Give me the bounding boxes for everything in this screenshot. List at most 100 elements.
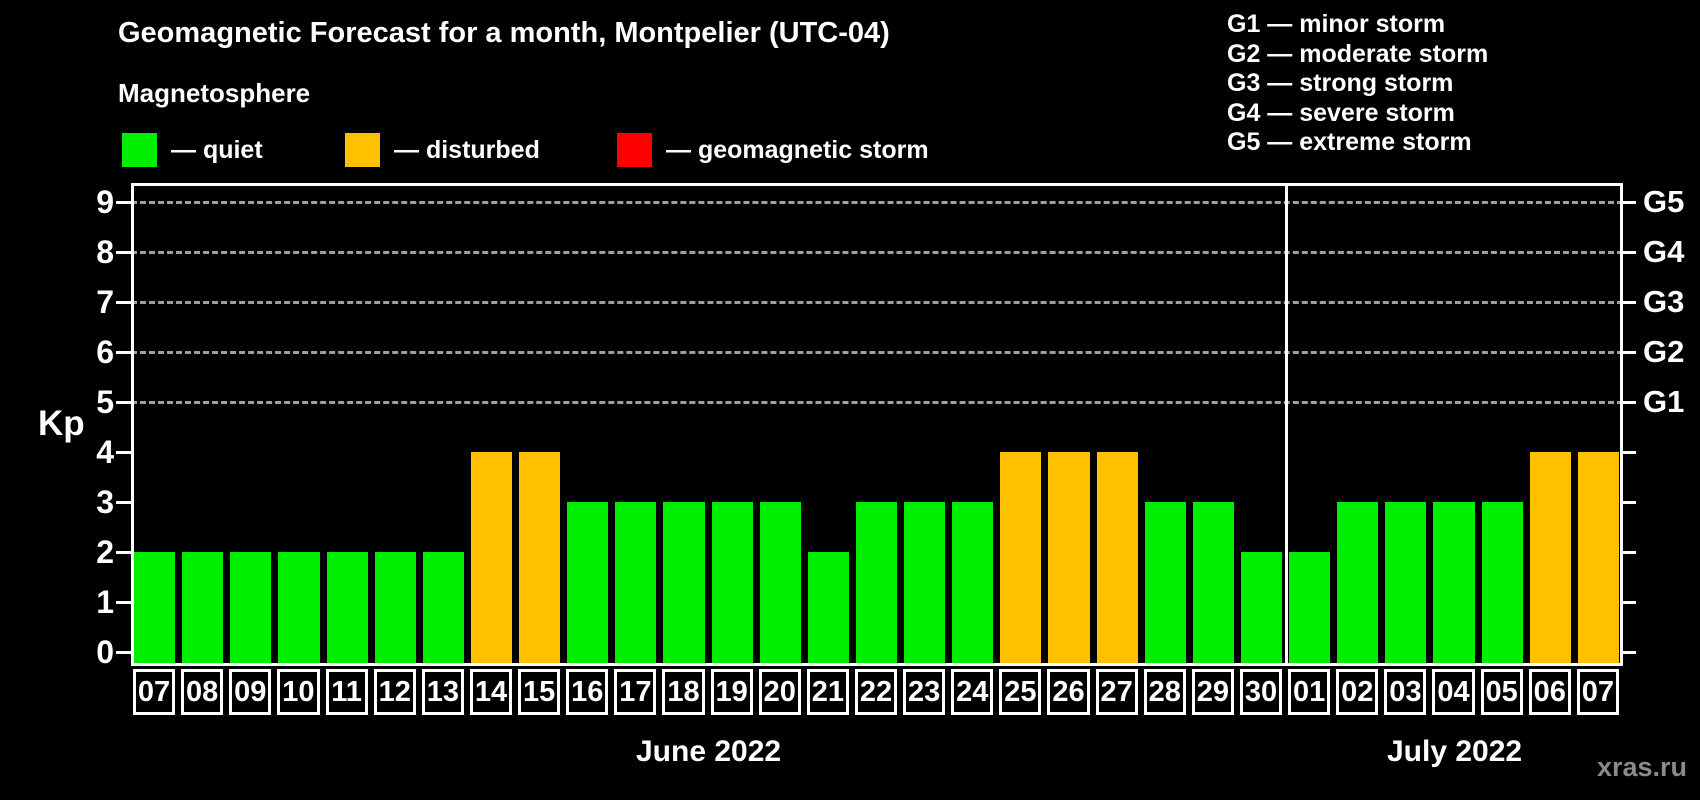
kp-bar-20	[759, 502, 801, 666]
date-box-09: 09	[229, 669, 272, 715]
date-box-20: 20	[758, 669, 801, 715]
kp-bar-30	[1240, 552, 1283, 666]
y-tick-left-6	[116, 350, 131, 354]
date-box-27: 27	[1095, 669, 1138, 715]
kp-bar-23	[904, 502, 946, 666]
legend-item-disturbed: — disturbed	[345, 133, 540, 167]
y-tick-label-3: 3	[96, 484, 114, 520]
y-tick-left-8	[116, 250, 131, 254]
date-box-26: 26	[1047, 669, 1090, 715]
date-box-21: 21	[806, 669, 849, 715]
g1-legend-line: G1 — minor storm	[1227, 10, 1446, 38]
date-box-11: 11	[325, 669, 368, 715]
legend-item-storm: — geomagnetic storm	[617, 133, 929, 167]
g-scale-legend: G1 — minor storm G2 — moderate storm G3 …	[1227, 10, 1488, 158]
g-axis-label-g3: G3	[1643, 284, 1685, 319]
month-label-june: June 2022	[636, 735, 782, 768]
kp-bar-27	[1096, 452, 1138, 666]
date-box-22: 22	[854, 669, 898, 715]
kp-bar-09	[230, 552, 272, 666]
g3-legend-line: G3 — strong storm	[1227, 69, 1454, 97]
date-box-14: 14	[469, 669, 513, 715]
kp-bar-14	[470, 452, 513, 666]
kp-bar-29	[1192, 502, 1234, 666]
kp-bar-05	[1481, 502, 1523, 666]
kp-bar-25	[1000, 452, 1042, 666]
kp-bar-21	[807, 552, 849, 666]
storm-color-swatch	[617, 133, 652, 167]
month-separator	[1284, 183, 1288, 666]
y-tick-label-5: 5	[96, 384, 114, 420]
kp-bar-01	[1289, 552, 1331, 666]
gridline-kp8	[131, 250, 1623, 254]
kp-bar-06	[1529, 452, 1571, 666]
kp-bar-11	[326, 552, 368, 666]
gridline-kp9	[131, 200, 1623, 204]
date-box-02: 02	[1336, 669, 1379, 715]
y-tick-right-8	[1621, 250, 1636, 254]
y-tick-left-5	[116, 400, 131, 404]
kp-bar-26	[1048, 452, 1090, 666]
month-label-july: July 2022	[1386, 735, 1523, 768]
y-tick-label-4: 4	[96, 434, 114, 470]
kp-bar-18	[663, 502, 705, 666]
date-box-19: 19	[710, 669, 753, 715]
kp-bar-17	[615, 502, 657, 666]
legend-label-quiet: — quiet	[171, 135, 263, 164]
date-box-07: 07	[133, 669, 176, 715]
y-tick-left-2	[116, 550, 131, 554]
y-tick-label-7: 7	[96, 284, 114, 320]
gridline-kp7	[131, 300, 1623, 304]
date-box-01: 01	[1288, 669, 1331, 715]
date-box-28: 28	[1143, 669, 1186, 715]
y-tick-left-7	[116, 300, 131, 304]
date-box-13: 13	[421, 669, 464, 715]
y-tick-label-2: 2	[96, 534, 114, 570]
kp-bar-28	[1144, 502, 1186, 666]
legend-label-storm: — geomagnetic storm	[666, 135, 929, 164]
y-tick-right-4	[1621, 450, 1636, 454]
g-axis-label-g1: G1	[1643, 384, 1685, 419]
date-box-24: 24	[951, 669, 994, 715]
y-tick-right-5	[1621, 400, 1636, 404]
date-box-18: 18	[662, 669, 705, 715]
kp-bar-07	[1577, 452, 1619, 666]
date-box-12: 12	[373, 669, 416, 715]
y-tick-left-4	[116, 450, 131, 454]
kp-bar-03	[1385, 502, 1427, 666]
kp-bar-02	[1337, 502, 1379, 666]
y-tick-right-6	[1621, 350, 1636, 354]
date-box-15: 15	[518, 669, 561, 715]
kp-bar-08	[182, 552, 224, 666]
y-tick-left-9	[116, 200, 131, 204]
chart-title: Geomagnetic Forecast for a month, Montpe…	[118, 17, 890, 49]
kp-bar-04	[1433, 502, 1475, 666]
date-box-03: 03	[1384, 669, 1427, 715]
date-box-04: 04	[1432, 669, 1475, 715]
y-tick-right-1	[1621, 600, 1636, 604]
kp-bar-07	[134, 552, 176, 666]
date-box-30: 30	[1239, 669, 1283, 715]
date-box-29: 29	[1191, 669, 1234, 715]
date-box-07: 07	[1576, 669, 1619, 715]
date-box-08: 08	[181, 669, 224, 715]
kp-bar-24	[952, 502, 994, 666]
date-box-06: 06	[1528, 669, 1571, 715]
y-tick-right-0	[1621, 650, 1636, 654]
kp-bar-12	[374, 552, 416, 666]
y-tick-left-0	[116, 650, 131, 654]
legend-item-quiet: — quiet	[122, 133, 263, 167]
magnetosphere-label: Magnetosphere	[118, 78, 311, 108]
plot-border	[131, 183, 1623, 666]
g-axis-label-g5: G5	[1643, 184, 1685, 219]
y-tick-left-1	[116, 600, 131, 604]
date-box-17: 17	[614, 669, 657, 715]
y-tick-right-9	[1621, 200, 1636, 204]
g5-legend-line: G5 — extreme storm	[1227, 128, 1472, 156]
date-box-16: 16	[566, 669, 609, 715]
y-tick-right-3	[1621, 500, 1636, 504]
y-tick-right-2	[1621, 550, 1636, 554]
y-tick-right-7	[1621, 300, 1636, 304]
